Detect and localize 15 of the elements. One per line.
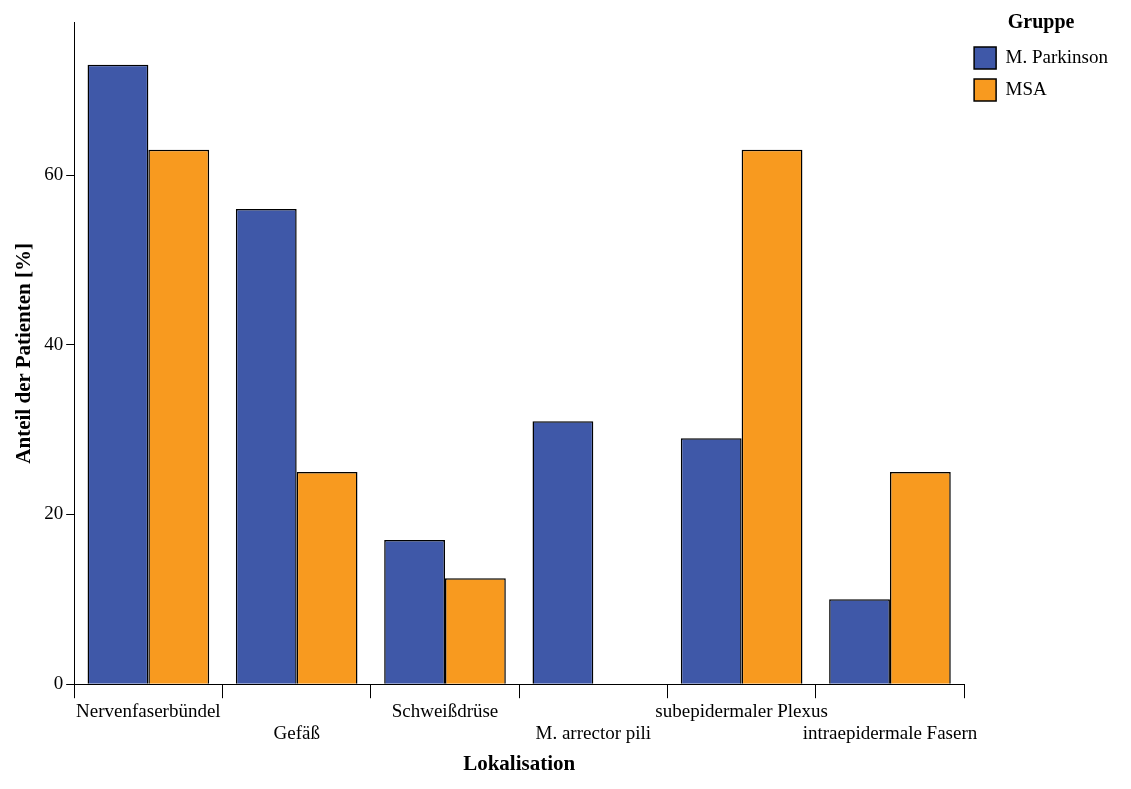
- x-tick-label: Nervenfaserbündel: [76, 699, 221, 721]
- x-tick-label: subepidermaler Plexus: [655, 699, 828, 721]
- x-tick-label: intraepidermale Fasern: [802, 722, 978, 744]
- legend-title: Gruppe: [1007, 10, 1075, 34]
- x-tick-label: Schweißdrüse: [391, 699, 499, 721]
- y-tick-label: 20: [44, 502, 64, 524]
- legend-label: MSA: [1005, 77, 1048, 99]
- x-tick-label: Gefäß: [273, 722, 320, 744]
- y-tick-label: 40: [44, 332, 64, 354]
- y-tick-label: 60: [44, 163, 64, 185]
- x-tick-label: M. arrector pili: [535, 722, 652, 744]
- x-axis-title: Lokalisation: [463, 750, 576, 775]
- legend-label: M. Parkinson: [1005, 45, 1109, 67]
- y-axis-title: Anteil der Patienten [%]: [11, 242, 36, 464]
- y-tick-label: 0: [53, 672, 64, 694]
